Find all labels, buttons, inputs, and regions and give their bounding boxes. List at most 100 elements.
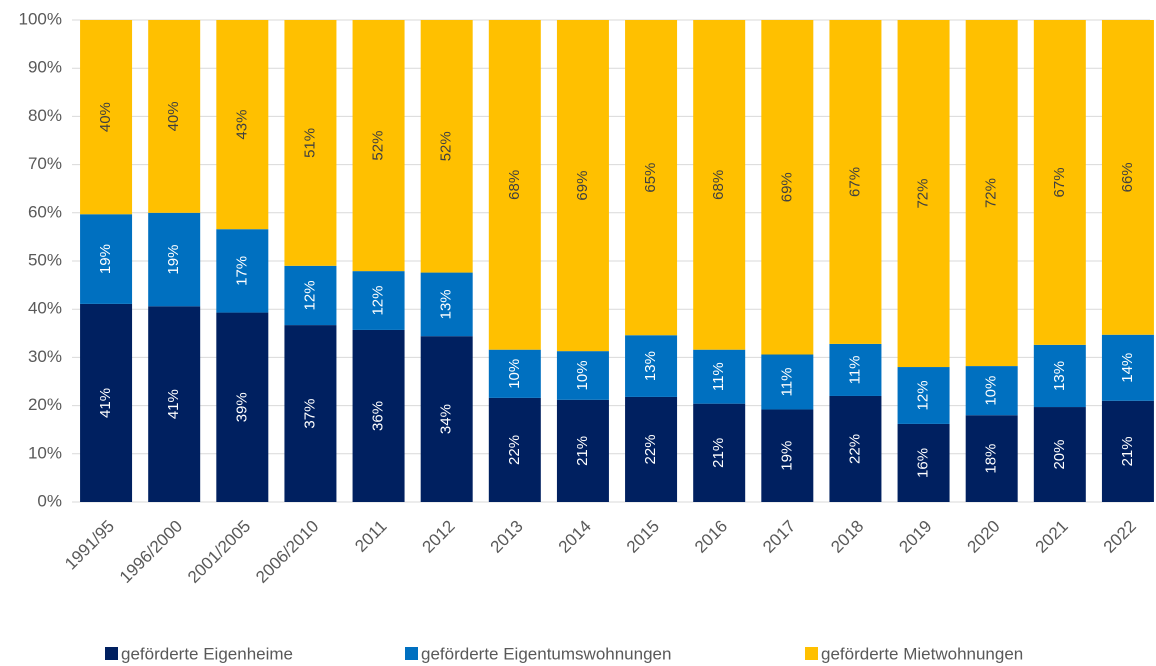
- bar-segment: [488, 20, 541, 350]
- bar-segment: [1033, 20, 1086, 345]
- bar-segment: [829, 395, 882, 502]
- data-label: 68%: [506, 170, 523, 200]
- data-label: 11%: [846, 355, 863, 384]
- bar-segment: [216, 20, 269, 230]
- bar-segment: [693, 20, 746, 350]
- bar-segment: [352, 271, 405, 330]
- y-tick-label: 90%: [28, 58, 62, 77]
- data-label: 20%: [1051, 440, 1068, 470]
- data-label: 16%: [915, 448, 932, 478]
- data-label: 21%: [1119, 436, 1136, 466]
- legend-label: geförderte Eigentumswohnungen: [421, 644, 671, 663]
- bar-segment: [965, 366, 1018, 416]
- bar-segment: [897, 367, 950, 424]
- x-tick-label: 2014: [555, 517, 595, 557]
- data-label: 67%: [846, 167, 863, 197]
- legend-swatch: [405, 647, 418, 660]
- x-tick-label: 2021: [1032, 517, 1072, 557]
- data-label: 12%: [370, 286, 387, 316]
- y-tick-label: 10%: [28, 443, 62, 462]
- bar-segment: [148, 20, 201, 213]
- data-label: 43%: [233, 110, 250, 140]
- y-tick-label: 0%: [37, 491, 62, 510]
- bar-segment: [352, 329, 405, 502]
- data-label: 13%: [438, 289, 455, 319]
- data-label: 10%: [506, 359, 523, 389]
- bar-segment: [420, 336, 473, 502]
- bar-segment: [284, 265, 337, 326]
- x-tick-label: 2011: [351, 517, 390, 556]
- data-label: 19%: [778, 441, 795, 471]
- bar-segment: [420, 20, 473, 273]
- bar-segment: [420, 272, 473, 337]
- data-label: 39%: [233, 392, 250, 422]
- y-tick-label: 50%: [28, 250, 62, 269]
- data-label: 11%: [778, 368, 795, 397]
- bar-segment: [1101, 400, 1154, 502]
- x-tick-label: 2022: [1100, 517, 1140, 557]
- x-tick-label: 1996/2000: [116, 517, 186, 587]
- bar-segment: [761, 354, 814, 410]
- data-label: 41%: [97, 388, 114, 418]
- data-label: 72%: [915, 179, 932, 209]
- data-label: 41%: [165, 389, 182, 419]
- bar-segment: [216, 229, 269, 313]
- bar-segment: [1033, 407, 1086, 502]
- data-label: 22%: [846, 434, 863, 464]
- bar-segment: [488, 349, 541, 398]
- data-label: 18%: [983, 444, 1000, 474]
- x-tick-label: 2018: [827, 517, 867, 557]
- legend-swatch: [805, 647, 818, 660]
- bar-segment: [761, 409, 814, 502]
- legend-swatch: [105, 647, 118, 660]
- bar-segment: [488, 397, 541, 502]
- bar-segment: [625, 396, 678, 502]
- bar-segment: [761, 20, 814, 355]
- bar-segment: [556, 351, 609, 400]
- legend-label: geförderte Mietwohnungen: [821, 644, 1023, 663]
- bar-segment: [829, 343, 882, 396]
- data-label: 17%: [233, 256, 250, 286]
- data-label: 21%: [574, 436, 591, 466]
- x-tick-label: 2013: [487, 517, 527, 557]
- y-tick-label: 40%: [28, 299, 62, 318]
- x-tick-label: 2012: [419, 517, 459, 557]
- data-label: 40%: [97, 102, 114, 132]
- data-label: 51%: [301, 128, 318, 158]
- bar-segment: [965, 20, 1018, 367]
- data-label: 68%: [710, 170, 727, 200]
- x-tick-label: 2019: [895, 517, 935, 557]
- bar-segment: [284, 20, 337, 266]
- bar-segment: [80, 214, 133, 304]
- y-tick-label: 70%: [28, 154, 62, 173]
- data-label: 69%: [778, 172, 795, 202]
- data-label: 19%: [97, 244, 114, 274]
- bar-segment: [1101, 20, 1154, 335]
- data-label: 12%: [301, 280, 318, 310]
- data-label: 13%: [642, 351, 659, 381]
- data-label: 10%: [983, 376, 1000, 406]
- y-tick-label: 100%: [19, 9, 62, 28]
- x-tick-label: 1991/95: [61, 517, 118, 574]
- bar-segment: [897, 423, 950, 502]
- bar-segment: [693, 403, 746, 502]
- bar-segment: [693, 349, 746, 404]
- bar-segment: [80, 20, 133, 215]
- x-tick-label: 2016: [691, 517, 731, 557]
- legend-label: geförderte Eigenheime: [121, 644, 293, 663]
- y-tick-label: 30%: [28, 347, 62, 366]
- x-tick-label: 2020: [964, 517, 1004, 557]
- data-label: 37%: [301, 399, 318, 429]
- bar-segment: [216, 312, 269, 502]
- bar-segment: [1033, 344, 1086, 408]
- bar-segment: [556, 399, 609, 502]
- bar-segment: [965, 415, 1018, 502]
- y-tick-label: 20%: [28, 395, 62, 414]
- data-label: 36%: [370, 401, 387, 431]
- bar-segment: [352, 20, 405, 272]
- data-label: 40%: [165, 101, 182, 131]
- data-label: 34%: [438, 404, 455, 434]
- bar-segment: [148, 306, 201, 502]
